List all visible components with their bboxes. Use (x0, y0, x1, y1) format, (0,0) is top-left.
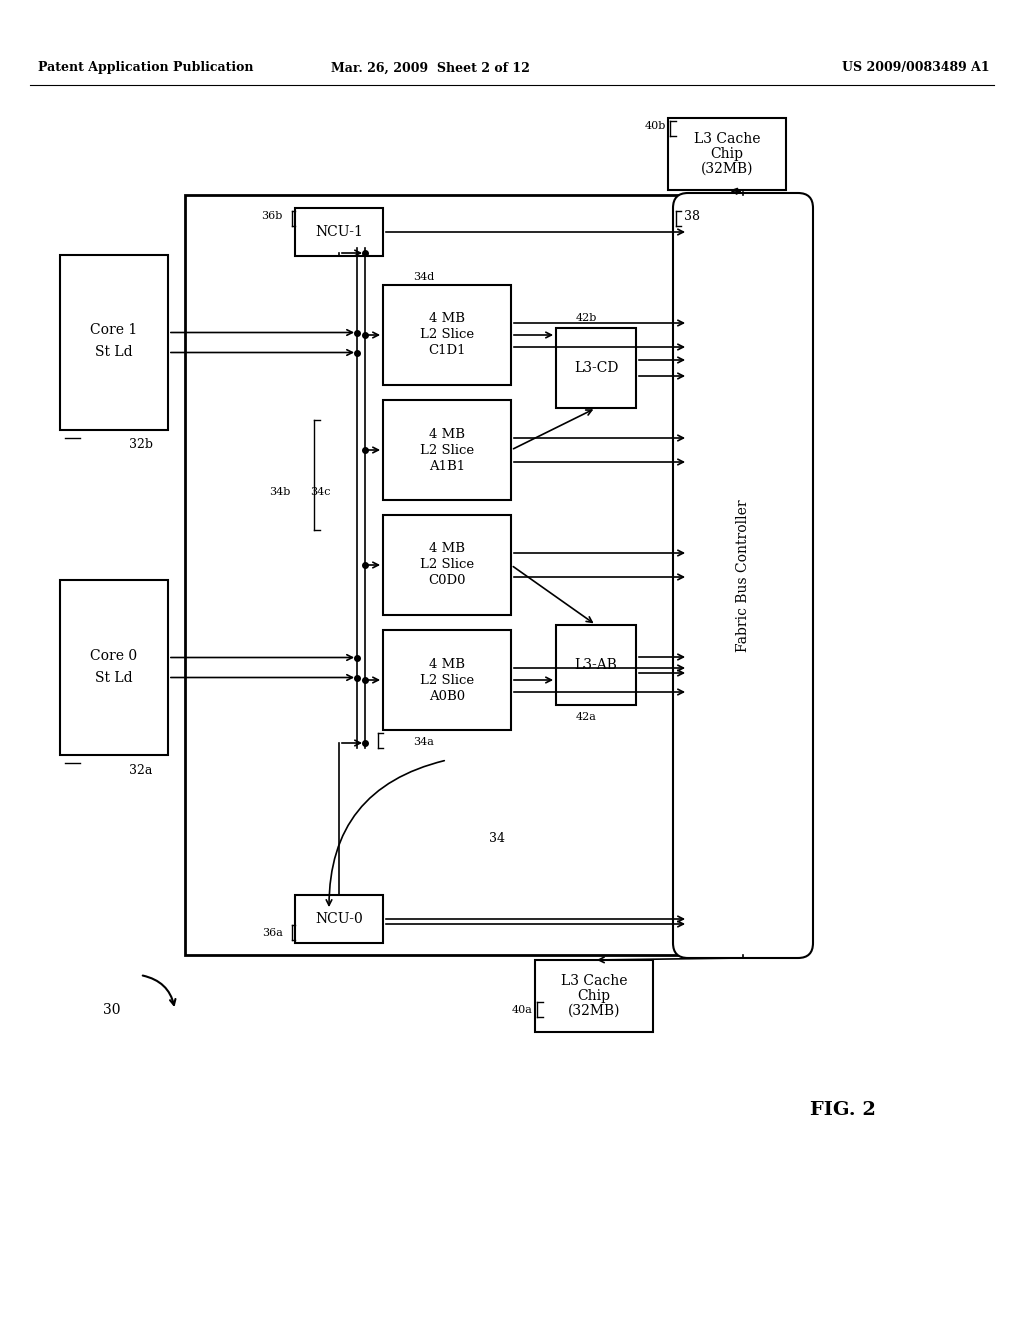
Text: Chip: Chip (711, 147, 743, 161)
Bar (185, 195, 805, 954)
Text: (32MB): (32MB) (567, 1005, 621, 1018)
Text: C1D1: C1D1 (428, 345, 466, 358)
Text: 4 MB: 4 MB (429, 313, 465, 326)
Text: 34d: 34d (413, 272, 434, 282)
Bar (383, 515, 511, 615)
Text: 34c: 34c (310, 487, 331, 498)
Bar (668, 117, 786, 190)
Text: 40a: 40a (512, 1005, 534, 1015)
Text: Mar. 26, 2009  Sheet 2 of 12: Mar. 26, 2009 Sheet 2 of 12 (331, 62, 529, 74)
Text: L2 Slice: L2 Slice (420, 673, 474, 686)
Text: Fabric Bus Controller: Fabric Bus Controller (736, 499, 750, 652)
Bar (556, 327, 636, 408)
Text: 4 MB: 4 MB (429, 657, 465, 671)
Text: FIG. 2: FIG. 2 (810, 1101, 876, 1119)
Text: Core 1: Core 1 (90, 323, 137, 338)
Text: 30: 30 (102, 1003, 120, 1016)
Text: 40b: 40b (645, 121, 666, 131)
Text: A1B1: A1B1 (429, 459, 465, 473)
Text: 42b: 42b (575, 313, 597, 323)
Text: US 2009/0083489 A1: US 2009/0083489 A1 (843, 62, 990, 74)
Text: 32b: 32b (129, 438, 153, 451)
Text: Core 0: Core 0 (90, 648, 137, 663)
Text: L3-CD: L3-CD (573, 360, 618, 375)
Text: NCU-1: NCU-1 (315, 224, 362, 239)
Text: L2 Slice: L2 Slice (420, 444, 474, 457)
Text: 36a: 36a (262, 928, 283, 939)
FancyBboxPatch shape (673, 193, 813, 958)
Text: 42a: 42a (575, 711, 597, 722)
Text: 36b: 36b (261, 211, 283, 220)
Bar (383, 630, 511, 730)
Text: 34b: 34b (268, 487, 290, 498)
Text: 34: 34 (489, 832, 505, 845)
Text: L3-AB: L3-AB (574, 657, 617, 672)
Bar (383, 400, 511, 500)
Bar (295, 209, 383, 256)
Text: A0B0: A0B0 (429, 689, 465, 702)
Text: L3 Cache: L3 Cache (561, 974, 628, 987)
Text: Chip: Chip (578, 989, 610, 1003)
Text: 34a: 34a (413, 737, 434, 747)
Bar (556, 624, 636, 705)
Bar (60, 579, 168, 755)
Text: Patent Application Publication: Patent Application Publication (38, 62, 254, 74)
Text: L2 Slice: L2 Slice (420, 329, 474, 342)
Text: C0D0: C0D0 (428, 574, 466, 587)
Bar (295, 895, 383, 942)
Bar (60, 255, 168, 430)
Text: L3 Cache: L3 Cache (693, 132, 760, 147)
Text: 4 MB: 4 MB (429, 543, 465, 556)
Text: St Ld: St Ld (95, 671, 133, 685)
Text: 32a: 32a (129, 763, 153, 776)
Text: NCU-0: NCU-0 (315, 912, 362, 927)
Text: 4 MB: 4 MB (429, 428, 465, 441)
Text: L2 Slice: L2 Slice (420, 558, 474, 572)
Text: 38: 38 (684, 210, 700, 223)
Bar (383, 285, 511, 385)
Bar (535, 960, 653, 1032)
Text: St Ld: St Ld (95, 346, 133, 359)
Text: (32MB): (32MB) (700, 162, 754, 176)
